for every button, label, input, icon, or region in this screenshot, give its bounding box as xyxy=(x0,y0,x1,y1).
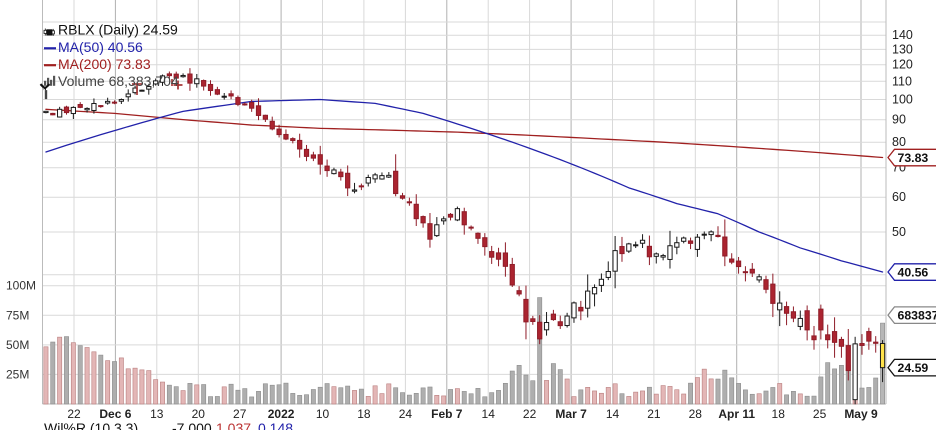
svg-text:60: 60 xyxy=(892,190,906,204)
svg-text:Wil%R (10,3,3): Wil%R (10,3,3) xyxy=(44,420,138,430)
svg-text:50M: 50M xyxy=(6,338,29,352)
svg-text:24.59: 24.59 xyxy=(898,361,929,375)
svg-text:MA(50) 40.56: MA(50) 40.56 xyxy=(58,39,143,55)
svg-text:100M: 100M xyxy=(6,279,36,293)
svg-text:RBLX (Daily) 24.59: RBLX (Daily) 24.59 xyxy=(58,22,178,38)
svg-text:18: 18 xyxy=(357,407,371,421)
svg-text:110: 110 xyxy=(892,74,912,88)
svg-text:50: 50 xyxy=(892,225,906,239)
svg-text:683837: 683837 xyxy=(898,308,936,322)
svg-text:22: 22 xyxy=(67,407,81,421)
svg-text:Mar 7: Mar 7 xyxy=(555,407,587,421)
svg-text:14: 14 xyxy=(606,407,620,421)
svg-text:130: 130 xyxy=(892,42,913,56)
svg-text:24: 24 xyxy=(399,407,413,421)
svg-text:27: 27 xyxy=(233,407,247,421)
svg-text:2022: 2022 xyxy=(268,407,295,421)
svg-text:Feb 7: Feb 7 xyxy=(431,407,463,421)
svg-text:140: 140 xyxy=(892,28,913,42)
svg-text:May 9: May 9 xyxy=(844,407,878,421)
svg-text:Dec 6: Dec 6 xyxy=(99,407,131,421)
svg-text:MA(200) 73.83: MA(200) 73.83 xyxy=(58,56,151,72)
svg-text:120: 120 xyxy=(892,58,913,72)
svg-text:10: 10 xyxy=(316,407,330,421)
svg-text:13: 13 xyxy=(150,407,164,421)
svg-text:Apr 11: Apr 11 xyxy=(718,407,755,421)
svg-text:0.148: 0.148 xyxy=(258,420,293,430)
svg-text:40.56: 40.56 xyxy=(898,265,929,279)
svg-text:20: 20 xyxy=(192,407,206,421)
svg-text:28: 28 xyxy=(689,407,703,421)
svg-text:25M: 25M xyxy=(6,367,29,381)
svg-text:Volume 68,383,704: Volume 68,383,704 xyxy=(58,73,179,89)
svg-text:21: 21 xyxy=(647,407,661,421)
svg-text:75M: 75M xyxy=(6,308,29,322)
svg-text:22: 22 xyxy=(523,407,537,421)
svg-text:90: 90 xyxy=(892,113,906,127)
svg-text:-7.000: -7.000 xyxy=(172,420,212,430)
svg-text:25: 25 xyxy=(813,407,827,421)
svg-text:18: 18 xyxy=(772,407,786,421)
svg-text:80: 80 xyxy=(892,135,906,149)
svg-text:73.83: 73.83 xyxy=(898,151,929,165)
svg-text:14: 14 xyxy=(482,407,496,421)
svg-text:100: 100 xyxy=(892,93,913,107)
svg-text:1.037: 1.037 xyxy=(216,420,251,430)
